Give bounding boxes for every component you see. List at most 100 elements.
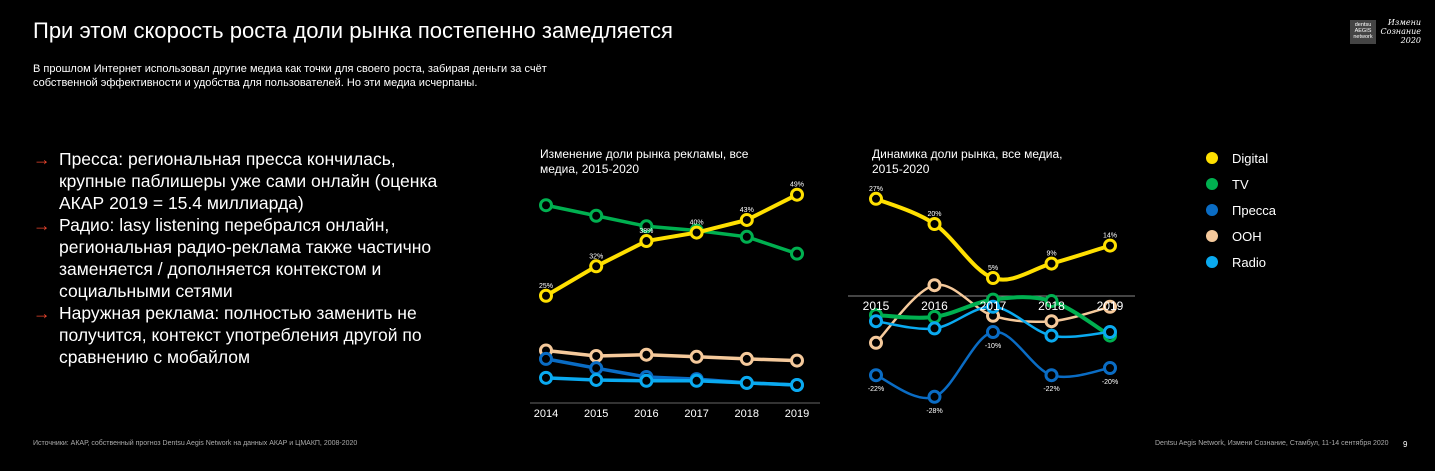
source-note: Источники: АКАР, собственный прогноз Den…	[33, 440, 358, 447]
data-point	[639, 347, 654, 362]
data-point	[927, 309, 942, 324]
data-label: 14%	[1103, 233, 1117, 240]
legend: Digital TV Пресса OOH Radio	[1206, 145, 1276, 275]
data-label: 5%	[988, 265, 998, 272]
data-label: 9%	[1046, 251, 1056, 258]
data-point	[739, 351, 754, 366]
data-point	[1103, 361, 1117, 375]
data-label: -28%	[926, 408, 942, 415]
x-tick-label: 2016	[634, 408, 658, 420]
data-point	[1044, 368, 1059, 383]
bullet-text: Наружная реклама: полностью заменить не …	[59, 303, 422, 367]
bullet-list: → Пресса: региональная пресса кончилась, …	[33, 148, 453, 368]
data-label: 25%	[539, 283, 553, 290]
data-point	[589, 361, 604, 376]
data-point	[1103, 299, 1117, 314]
data-point	[927, 389, 942, 404]
series-line-TV	[545, 203, 798, 256]
x-tick-label: 2014	[534, 408, 558, 420]
data-point	[927, 278, 942, 293]
data-point	[790, 353, 804, 368]
legend-label: TV	[1232, 176, 1249, 192]
arrow-icon: →	[33, 303, 51, 323]
series-line-OOH	[545, 348, 798, 363]
data-label: -20%	[1102, 379, 1118, 386]
data-point	[790, 246, 804, 261]
data-point	[639, 234, 654, 249]
data-point	[689, 349, 704, 364]
data-point	[927, 217, 942, 231]
dentsu-logo: dentsu AEGIS network	[1350, 20, 1376, 44]
event-logo: Измени Сознание 2020	[1380, 18, 1422, 45]
bullet-text: Радио: lasy listening перебрался онлайн,…	[59, 215, 432, 301]
data-point	[539, 288, 553, 303]
data-point	[986, 299, 1000, 314]
data-point	[639, 219, 654, 234]
data-label: 27%	[869, 186, 883, 193]
x-tick-label: 2019	[785, 408, 809, 420]
data-label: 40%	[690, 220, 704, 227]
subtitle: В прошлом Интернет использовал другие ме…	[33, 63, 547, 89]
data-point	[869, 335, 883, 350]
data-point	[869, 191, 883, 206]
chart1-title: Изменение доли рынка рекламы, все медиа,…	[540, 147, 749, 176]
data-label: 38%	[639, 228, 653, 235]
legend-item: OOH	[1206, 223, 1276, 249]
data-label: 20%	[927, 211, 941, 218]
legend-label: Пресса	[1232, 202, 1277, 218]
data-point	[1103, 238, 1117, 253]
data-point	[986, 325, 1000, 339]
x-tick-label: 2016	[921, 299, 948, 313]
data-point	[1103, 325, 1117, 339]
legend-item: TV	[1206, 171, 1276, 197]
data-point	[1044, 294, 1059, 309]
legend-label: OOH	[1232, 228, 1262, 244]
legend-item: Radio	[1206, 249, 1276, 275]
footer-event: Dentsu Aegis Network, Измени Сознание, С…	[1155, 440, 1389, 447]
bullet-item: → Радио: lasy listening перебрался онлайн…	[33, 214, 453, 302]
data-point	[927, 321, 942, 336]
x-tick-label: 2018	[735, 408, 759, 420]
data-point	[1044, 256, 1059, 271]
data-point	[869, 368, 883, 383]
data-point	[589, 259, 604, 274]
x-tick-label: 2017	[980, 299, 1007, 313]
data-point	[869, 314, 883, 329]
arrow-icon: →	[33, 215, 51, 235]
legend-label: Radio	[1232, 254, 1266, 270]
data-point	[539, 351, 553, 366]
data-point	[986, 271, 1000, 285]
data-label: -22%	[868, 386, 884, 393]
x-tick-label: 2018	[1038, 299, 1065, 313]
bullet-item: → Наружная реклама: полностью заменить не…	[33, 302, 453, 368]
legend-label: Digital	[1232, 150, 1269, 166]
data-label: 32%	[589, 253, 603, 260]
series-line-Пресса	[875, 330, 1111, 400]
data-point	[589, 348, 604, 363]
legend-item: Пресса	[1206, 197, 1276, 223]
series-line-Digital	[544, 192, 798, 298]
data-point	[689, 373, 704, 388]
data-point	[1044, 314, 1059, 329]
legend-dot	[1206, 152, 1218, 164]
data-point	[790, 378, 804, 393]
series-line-Radio	[545, 376, 798, 387]
data-point	[739, 229, 754, 244]
bullet-item: → Пресса: региональная пресса кончилась, …	[33, 148, 453, 214]
data-point	[639, 373, 654, 388]
page-title: При этом скорость роста доли рынка посте…	[33, 18, 673, 43]
data-label: -10%	[985, 343, 1001, 350]
data-point	[739, 212, 754, 227]
data-point	[539, 198, 553, 213]
data-label: -22%	[1043, 386, 1059, 393]
data-point	[539, 370, 553, 385]
x-tick-label: 2015	[584, 408, 608, 420]
data-label: 43%	[740, 207, 754, 214]
arrow-icon: →	[33, 149, 51, 169]
x-tick-label: 2015	[863, 299, 890, 313]
data-label: 49%	[790, 182, 804, 189]
data-point	[589, 372, 604, 387]
legend-dot	[1206, 178, 1218, 190]
data-point	[739, 375, 754, 390]
